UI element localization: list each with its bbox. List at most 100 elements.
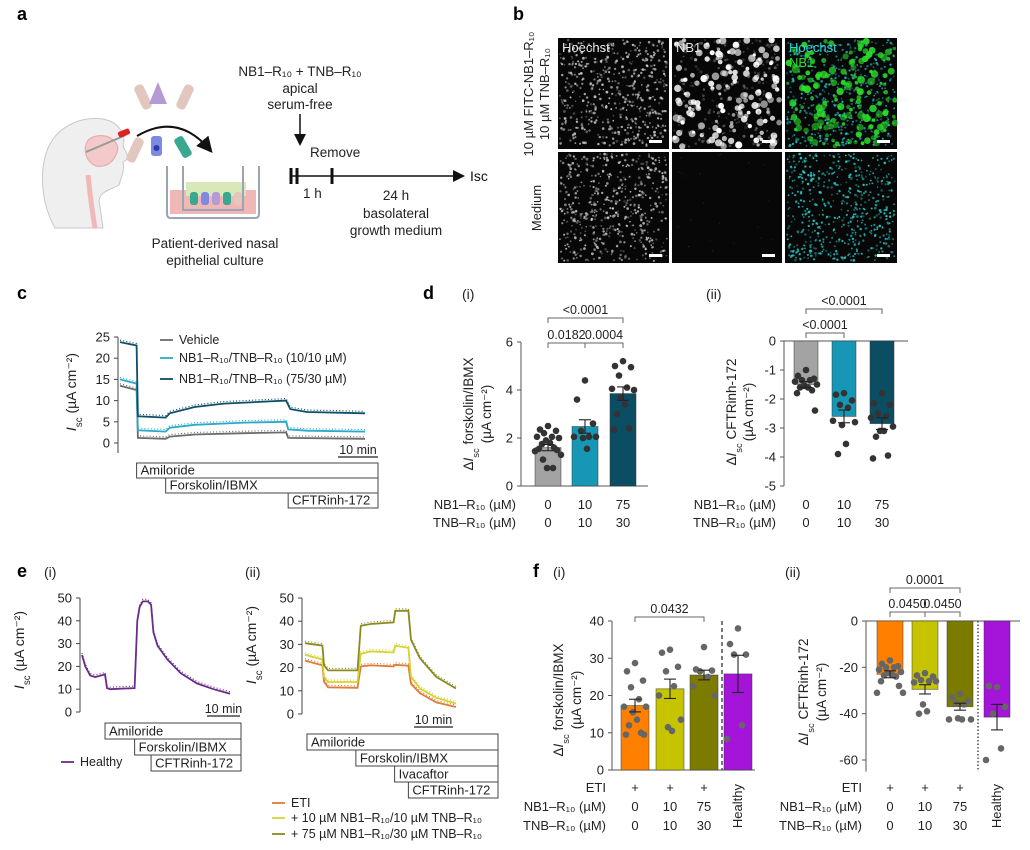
- nucleus-dot: [576, 126, 579, 130]
- nucleus-dot: [608, 80, 611, 83]
- nucleus-dot: [626, 131, 630, 135]
- nb1-signal: [777, 119, 781, 123]
- nucleus-dot: [794, 194, 797, 197]
- nucleus-dot: [588, 201, 591, 204]
- nucleus-dot: [661, 181, 664, 184]
- nucleus-dot: [817, 182, 820, 185]
- nb1-signal: [735, 121, 738, 124]
- nucleus-dot: [634, 184, 637, 187]
- data-point: [869, 455, 877, 462]
- y-tick-label: -5: [764, 479, 776, 494]
- nb1-signal: [751, 42, 754, 44]
- y-tick-label: 25: [96, 330, 110, 345]
- nucleus-dot: [594, 106, 597, 110]
- nb1-signal: [849, 98, 854, 102]
- nucleus-dot: [808, 220, 811, 222]
- nucleus-dot: [590, 203, 593, 206]
- nb1-signal: [769, 144, 772, 147]
- nucleus-dot: [877, 193, 880, 196]
- nucleus-dot: [645, 144, 648, 147]
- category-label: +: [921, 780, 929, 795]
- nb1-signal: [736, 117, 739, 120]
- nucleus-dot: [646, 223, 649, 226]
- nucleus-dot: [853, 40, 856, 43]
- nucleus-dot: [877, 135, 880, 138]
- nucleus-dot: [590, 180, 593, 183]
- nucleus-dot: [877, 77, 879, 79]
- nucleus-dot: [854, 47, 857, 50]
- nb1-signal: [752, 79, 755, 82]
- nucleus-dot: [633, 203, 636, 206]
- nb1-signal: [687, 106, 692, 111]
- nb1-signal: [683, 90, 685, 93]
- nucleus-dot: [574, 196, 577, 199]
- nucleus-dot: [642, 221, 645, 225]
- nucleus-dot: [856, 252, 859, 255]
- nucleus-dot: [807, 93, 809, 96]
- data-point: [811, 407, 819, 414]
- nucleus-dot: [572, 257, 575, 260]
- nb1-signal: [857, 43, 864, 50]
- nucleus-dot: [850, 130, 854, 134]
- nucleus-dot: [822, 213, 825, 216]
- cell-in-culture-icon: [234, 192, 242, 205]
- nucleus-dot: [608, 66, 611, 70]
- data-point: [549, 464, 557, 472]
- nucleus-dot: [613, 259, 615, 262]
- data-point: [655, 692, 663, 699]
- nucleus-dot: [664, 171, 667, 175]
- nucleus-dot: [866, 170, 868, 172]
- nucleus-dot: [878, 224, 882, 228]
- nucleus-dot: [606, 250, 609, 253]
- nucleus-dot: [840, 128, 843, 131]
- nucleus-dot: [854, 239, 857, 242]
- nucleus-dot: [589, 83, 592, 86]
- nucleus-dot: [597, 142, 600, 146]
- nucleus-dot: [599, 175, 602, 178]
- swab-tip-icon: [117, 128, 131, 138]
- nb1-signal: [823, 124, 830, 131]
- nucleus-dot: [592, 214, 594, 217]
- nucleus-dot: [652, 51, 655, 54]
- nb1-signal: [720, 108, 726, 114]
- nucleus-dot: [605, 230, 608, 233]
- nucleus-dot: [638, 44, 641, 47]
- nucleus-dot: [569, 139, 572, 142]
- nucleus-dot: [600, 219, 603, 222]
- nb1-signal: [770, 56, 774, 60]
- epithelial-cell-icon: [176, 84, 194, 110]
- nucleus-dot: [814, 65, 817, 69]
- nucleus-dot: [847, 133, 850, 135]
- nucleus-dot: [860, 159, 863, 162]
- nucleus-dot: [619, 240, 622, 244]
- nucleus-dot: [618, 102, 621, 105]
- nucleus-dot: [605, 104, 608, 107]
- nucleus-dot: [643, 184, 646, 187]
- nucleus-dot: [881, 195, 885, 198]
- nucleus-dot: [828, 223, 830, 226]
- nucleus-dot: [855, 174, 858, 177]
- nucleus-dot: [847, 253, 850, 256]
- nucleus-dot: [575, 257, 578, 259]
- nucleus-dot: [647, 89, 650, 93]
- nucleus-dot: [591, 84, 595, 87]
- nb1-signal: [723, 131, 726, 135]
- nucleus-dot: [569, 96, 572, 99]
- nb1-signal: [883, 89, 889, 95]
- nucleus-dot: [647, 173, 651, 176]
- nucleus-dot: [627, 53, 631, 56]
- nucleus-dot: [645, 58, 649, 62]
- nucleus-dot: [816, 136, 819, 139]
- nucleus-dot: [573, 66, 577, 69]
- nb1-signal: [770, 43, 773, 47]
- nucleus-dot: [571, 104, 574, 108]
- nucleus-dot: [569, 171, 572, 174]
- y-tick-label: 10: [280, 683, 294, 698]
- nucleus-dot: [847, 190, 850, 193]
- nucleus-dot: [819, 252, 822, 255]
- data-point: [581, 377, 589, 384]
- nb1-signal: [727, 112, 730, 116]
- nb1-signal: [735, 141, 743, 149]
- nb1-signal: [830, 79, 838, 86]
